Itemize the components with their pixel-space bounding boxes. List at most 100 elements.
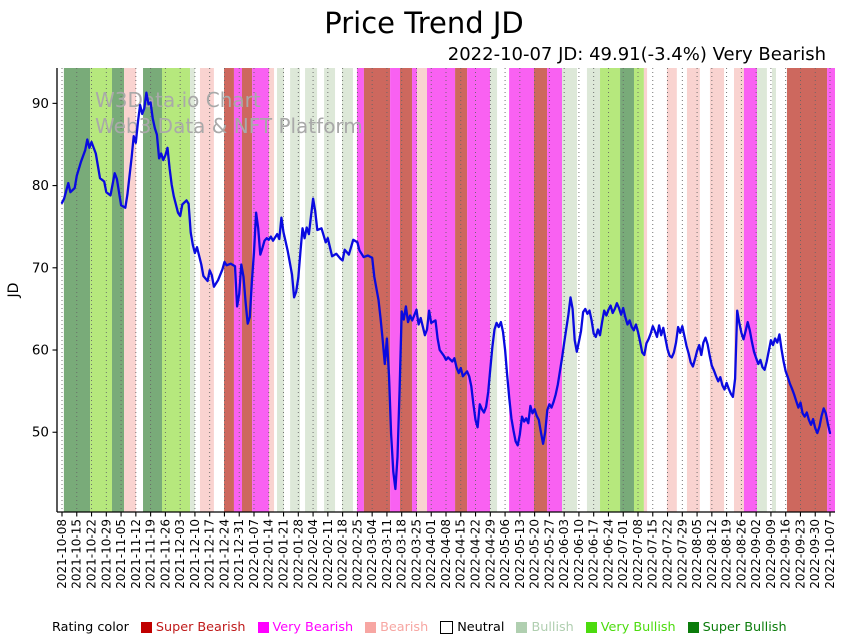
legend-item-super_bullish: Super Bullish <box>687 619 787 635</box>
x-tick-label: 2021-10-08 <box>55 519 69 589</box>
legend-label-neutral: Neutral <box>457 619 505 635</box>
x-tick-label: 2022-06-10 <box>572 519 586 589</box>
x-tick-label: 2022-05-20 <box>528 519 542 589</box>
legend-swatch-very_bearish <box>257 621 269 633</box>
tick-labels-layer: 2021-10-08 2021-10-15 2021-10-22 2021-10-29… <box>32 96 837 589</box>
rating-band-bullish <box>276 68 284 512</box>
rating-band-very_bearish <box>547 68 563 512</box>
rating-band-very_bullish <box>162 68 191 512</box>
x-tick-label: 2022-03-11 <box>380 519 394 589</box>
rating-band-bullish <box>562 68 578 512</box>
x-tick-label: 2022-05-27 <box>542 519 556 589</box>
legend-label-super_bearish: Super Bearish <box>155 619 246 635</box>
rating-band-bearish <box>709 68 725 512</box>
rating-band-super_bullish <box>620 68 634 512</box>
y-tick-label: 60 <box>32 343 49 359</box>
rating-band-bearish <box>686 68 700 512</box>
legend-item-very_bullish: Very Bullish <box>585 620 676 635</box>
legend-label-bullish: Bullish <box>531 619 574 635</box>
rating-band-very_bearish <box>390 68 401 512</box>
x-tick-label: 2021-12-17 <box>203 519 217 589</box>
x-tick-label: 2021-10-29 <box>99 519 113 589</box>
rating-band-super_bearish <box>224 68 234 512</box>
legend-title: Rating color <box>52 619 129 635</box>
rating-band-super_bullish <box>63 68 91 512</box>
y-tick-label: 80 <box>32 178 49 194</box>
price-line <box>60 91 832 491</box>
x-tick-label: 2022-09-30 <box>808 519 822 589</box>
legend-item-bearish: Bearish <box>365 620 428 635</box>
x-tick-label: 2021-12-10 <box>188 519 202 589</box>
x-tick-label: 2022-09-02 <box>749 519 763 589</box>
x-tick-label: 2022-02-18 <box>336 519 350 589</box>
y-tick-label: 70 <box>32 260 49 276</box>
watermark: W3Data.io Chart Web3 Data & NFT Platform <box>95 88 363 138</box>
legend-swatch-bullish <box>516 621 528 633</box>
x-tick-label: 2022-09-23 <box>793 519 807 589</box>
rating-band-very_bearish <box>467 68 491 512</box>
rating-bands-layer <box>63 68 835 512</box>
legend-swatch-super_bearish <box>140 621 152 633</box>
x-tick-label: 2021-11-05 <box>114 519 128 589</box>
rating-band-super_bearish <box>241 68 253 512</box>
legend-label-very_bearish: Very Bearish <box>272 619 354 635</box>
x-tick-label: 2022-05-13 <box>513 519 527 589</box>
x-tick-label: 2021-10-22 <box>84 519 98 589</box>
x-tick-label: 2022-04-15 <box>454 519 468 589</box>
rating-legend: Rating color Super Bearish Very Bearish Be… <box>52 616 787 638</box>
rating-band-super_bearish <box>455 68 468 512</box>
legend-label-super_bullish: Super Bullish <box>702 619 787 635</box>
x-tick-label: 2022-02-04 <box>306 519 320 589</box>
rating-band-bullish <box>305 68 318 512</box>
x-tick-label: 2022-01-07 <box>247 519 261 589</box>
watermark-line1: W3Data.io Chart <box>95 88 261 112</box>
rating-band-bearish <box>666 68 677 512</box>
rating-band-bearish <box>199 68 214 512</box>
rating-band-bullish <box>490 68 498 512</box>
x-tick-label: 2022-06-24 <box>601 519 615 589</box>
rating-band-super_bearish <box>400 68 413 512</box>
x-tick-label: 2022-08-05 <box>690 519 704 589</box>
legend-label-bearish: Bearish <box>380 619 429 635</box>
rating-band-bearish <box>124 68 137 512</box>
x-tick-label: 2022-03-25 <box>409 519 423 589</box>
legend-swatch-super_bullish <box>687 621 699 633</box>
watermark-line2: Web3 Data & NFT Platform <box>95 114 363 138</box>
x-tick-label: 2021-12-24 <box>217 519 231 589</box>
rating-band-bullish <box>324 68 336 512</box>
rating-band-bearish <box>643 68 648 512</box>
rating-band-very_bearish <box>427 68 456 512</box>
legend-item-super_bearish: Super Bearish <box>140 619 246 635</box>
x-tick-label: 2022-02-11 <box>321 519 335 589</box>
x-tick-label: 2022-07-29 <box>675 519 689 589</box>
rating-band-very_bearish <box>412 68 418 512</box>
rating-band-very_bearish <box>356 68 364 512</box>
y-tick-label: 90 <box>32 96 49 112</box>
x-tick-label: 2021-11-12 <box>129 519 143 589</box>
x-tick-label: 2022-09-09 <box>764 519 778 589</box>
rating-band-very_bearish <box>827 68 835 512</box>
y-axis-label: JD <box>6 283 22 299</box>
legend-item-neutral: Neutral <box>440 620 504 635</box>
rating-band-very_bearish <box>743 68 757 512</box>
x-tick-label: 2021-12-31 <box>232 519 246 589</box>
x-tick-label: 2022-01-21 <box>276 519 290 589</box>
x-tick-label: 2022-10-07 <box>823 519 837 589</box>
x-tick-label: 2022-07-15 <box>646 519 660 589</box>
x-tick-label: 2022-04-01 <box>424 519 438 589</box>
legend-swatch-neutral <box>440 620 454 634</box>
x-tick-label: 2022-09-16 <box>779 519 793 589</box>
rating-band-super_bullish <box>143 68 163 512</box>
x-tick-label: 2021-10-15 <box>70 519 84 589</box>
legend-item-bullish: Bullish <box>516 619 574 635</box>
rating-band-super_bearish <box>533 68 548 512</box>
x-tick-label: 2021-11-26 <box>158 519 172 589</box>
x-tick-label: 2022-04-22 <box>468 519 482 589</box>
rating-band-bearish <box>268 68 275 512</box>
legend-item-very_bearish: Very Bearish <box>257 619 354 635</box>
x-tick-label: 2022-08-19 <box>720 519 734 589</box>
rating-band-bullish <box>586 68 601 512</box>
x-tick-label: 2022-07-22 <box>660 519 674 589</box>
chart-subtitle-current-value: 2022-10-07 JD: 49.91(-3.4%) Very Bearish <box>447 44 826 65</box>
